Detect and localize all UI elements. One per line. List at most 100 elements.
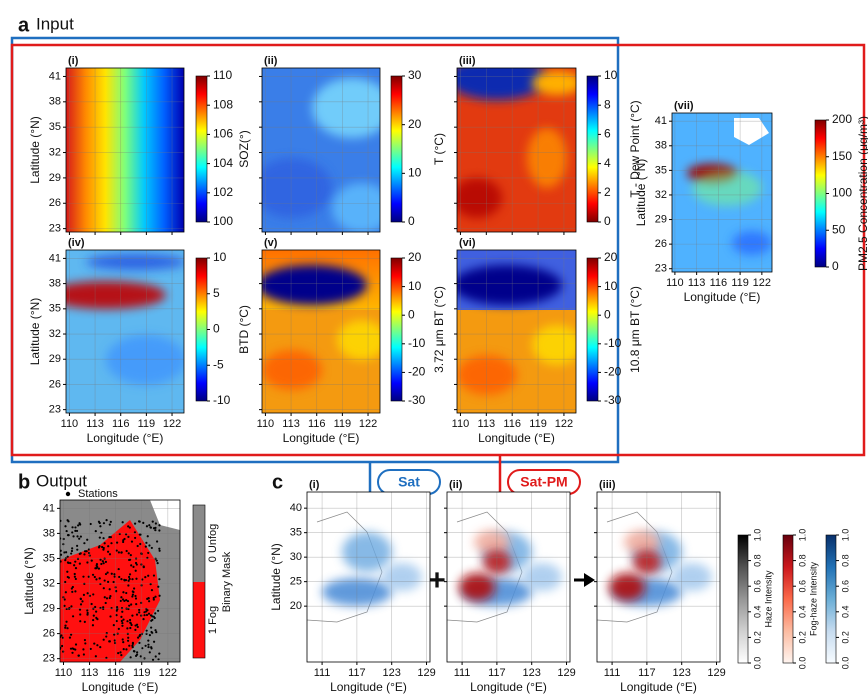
station [98,536,101,539]
x-tick-label: 123 [523,667,541,679]
station [92,607,95,610]
map-field [624,530,660,554]
station [125,591,128,595]
map-field [66,68,184,232]
panel-label: (i) [309,479,320,491]
station [151,618,154,621]
station [125,549,128,553]
legend-label: Stations [78,488,118,500]
station [108,640,111,643]
colorbar-tick-label: 0.2 [752,631,762,644]
station [158,549,161,552]
station [148,544,151,547]
map-frame [65,67,185,233]
station [95,564,98,567]
x-tick-label: 117 [348,667,366,679]
station [118,532,121,536]
station [154,595,157,598]
station [108,553,112,556]
colorbar-label: T (°C) [432,133,446,165]
colorbar-tick-label: 100 [832,186,852,200]
map-frame [306,491,431,663]
colorbar-label: T - Dew Point (°C) [628,100,642,197]
plus-sign: + [428,564,446,597]
station [129,656,132,659]
station [130,623,133,627]
colorbar-tick-label: 108 [213,97,233,111]
station [97,546,101,549]
station [127,636,130,639]
station [88,554,91,557]
colorbar-tick-label: 1.0 [840,529,850,542]
x-tick-label: 119 [138,418,156,430]
y-tick-label: 38 [655,140,667,152]
station [68,636,72,639]
map-frame [65,249,185,414]
station [146,535,149,538]
station [103,596,106,599]
station [143,614,146,617]
station [83,542,86,545]
station [98,577,101,580]
station [105,635,108,638]
station [123,578,126,581]
station [114,586,117,589]
station [73,575,76,578]
y-tick-label: 32 [49,328,61,340]
colorbar-tick-label: 0.6 [797,580,807,593]
station [86,611,89,615]
x-tick-label: 113 [688,277,706,289]
station [64,559,67,562]
map-image [672,113,772,272]
station [63,598,66,601]
colorbar-label: Binary Mask [221,551,233,612]
map-image [60,500,180,662]
x-tick-label: 122 [555,418,573,430]
station [120,551,123,554]
station [71,585,74,589]
station [113,575,116,578]
station [109,615,112,618]
station [143,657,146,660]
x-tick-label: 116 [308,418,326,430]
y-tick-label: 41 [49,70,61,82]
station [83,620,86,623]
station [110,572,113,575]
station [66,570,69,573]
station [135,613,139,616]
station [99,606,102,610]
section-title: Input [36,14,74,33]
y-tick-label: 35 [655,164,667,176]
coastline [447,511,523,623]
colorbar-label: Fog-haze Intensity [808,561,818,636]
station [110,606,113,610]
station [148,524,151,527]
map-frame [596,491,721,663]
colorbar-tick-label: 20 [408,250,422,264]
station [117,567,120,571]
colorbar-label: Haze Intensity [763,570,773,628]
station [83,638,87,642]
station [102,522,106,525]
colorbar-tick-label: -20 [408,365,426,379]
x-tick-label: 129 [707,667,725,679]
station [64,525,67,528]
station [128,573,132,576]
station [125,607,128,610]
station [130,564,133,567]
colorbar [193,505,205,582]
map-field [262,158,332,218]
station [64,580,67,584]
station [79,597,82,600]
y-tick-label: 35 [49,303,61,315]
y-tick-label: 40 [290,502,302,514]
colorbar-label: 10.8 μm BT (°C) [628,286,642,373]
colorbar [586,75,599,223]
colorbar-tick-label: 50 [832,222,846,236]
map-field [532,325,576,365]
x-axis-label: Longitude (°E) [684,290,761,304]
station [74,526,77,529]
station [152,574,156,577]
map-frame [456,67,577,233]
x-axis-label: Longitude (°E) [82,680,159,694]
